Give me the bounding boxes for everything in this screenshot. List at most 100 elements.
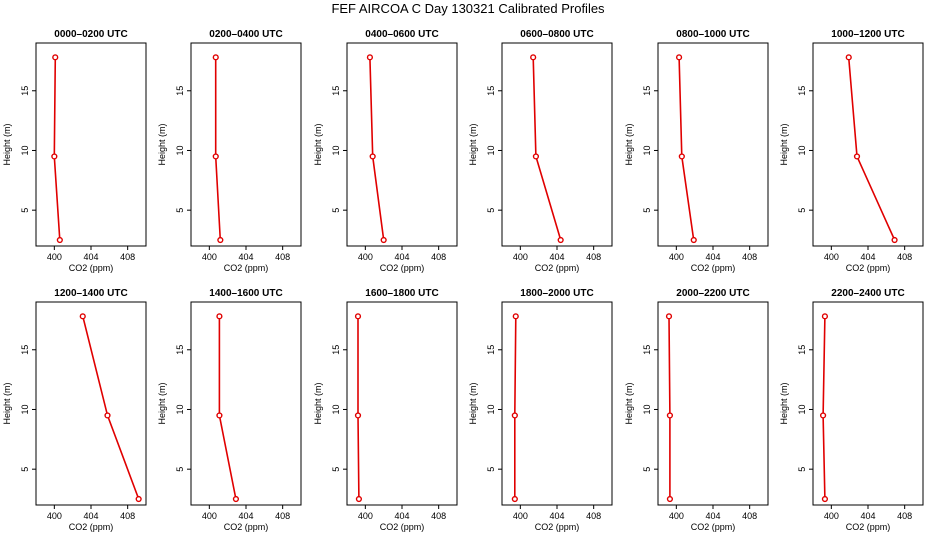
panel-3: 0400–0600 UTC 400 404 408 CO2 (ppm) 5 10 15 Heig… <box>313 29 458 273</box>
y-tick-label: 5 <box>331 467 341 472</box>
panel-frame <box>657 301 769 506</box>
x-tick-label: 400 <box>202 252 217 262</box>
x-tick-label: 400 <box>47 511 62 521</box>
data-point <box>678 153 685 160</box>
y-tick-label: 15 <box>486 86 496 96</box>
panel-4: 0600–0800 UTC 400 404 408 CO2 (ppm) 5 10 15 Heig… <box>468 29 613 273</box>
profile-line <box>532 57 562 241</box>
panel-title: 0200–0400 UTC <box>209 29 282 40</box>
data-point <box>380 236 387 244</box>
data-point <box>216 313 223 320</box>
panel-12: 2200–2400 UTC 400 404 408 CO2 (ppm) 5 10 15 Heig… <box>779 288 924 532</box>
y-axis-label: Height (m) <box>2 123 12 165</box>
y-tick-label: 5 <box>175 467 185 472</box>
data-point <box>675 54 683 61</box>
x-tick-label: 408 <box>586 252 601 262</box>
data-point <box>212 54 219 61</box>
y-tick-label: 5 <box>20 467 30 472</box>
y-tick-label: 15 <box>175 345 185 355</box>
y-axis-label: Height (m) <box>468 123 478 165</box>
profile-line <box>668 316 671 499</box>
y-tick-label: 15 <box>331 345 341 355</box>
x-axis-label: CO2 (ppm) <box>846 263 891 273</box>
x-tick-label: 400 <box>513 511 528 521</box>
y-axis-label: Height (m) <box>157 123 167 165</box>
y-tick-label: 15 <box>20 86 30 96</box>
x-tick-label: 408 <box>897 252 912 262</box>
x-tick-label: 400 <box>202 511 217 521</box>
y-axis-label: Height (m) <box>779 123 789 165</box>
data-point <box>216 412 223 419</box>
x-axis-label: CO2 (ppm) <box>69 263 114 273</box>
profile-line <box>218 316 237 500</box>
x-axis-label: CO2 (ppm) <box>535 263 580 273</box>
profile-line <box>678 57 695 241</box>
y-axis-label: Height (m) <box>313 123 323 165</box>
panel-frame <box>812 301 924 506</box>
y-tick-label: 15 <box>175 86 185 96</box>
profile-line <box>847 57 896 241</box>
y-axis-label: Height (m) <box>2 382 12 424</box>
y-tick-label: 15 <box>20 345 30 355</box>
data-point <box>532 153 540 160</box>
x-tick-label: 404 <box>394 511 409 521</box>
y-tick-label: 5 <box>486 208 496 213</box>
data-point <box>530 54 537 61</box>
profile-line <box>357 316 360 500</box>
data-point <box>369 153 376 160</box>
data-point <box>665 313 673 320</box>
panel-title: 1600–1800 UTC <box>365 288 438 299</box>
x-tick-label: 408 <box>742 511 757 521</box>
panel-title: 0000–0200 UTC <box>54 29 127 40</box>
x-tick-label: 404 <box>83 252 98 262</box>
data-point <box>511 495 518 503</box>
data-point <box>79 313 86 320</box>
x-axis-label: CO2 (ppm) <box>224 263 269 273</box>
x-tick-label: 400 <box>358 252 373 262</box>
panel-title: 1200–1400 UTC <box>54 288 127 299</box>
y-tick-label: 10 <box>20 145 30 155</box>
y-axis-label: Height (m) <box>624 123 634 165</box>
x-tick-label: 408 <box>431 252 446 262</box>
x-tick-label: 404 <box>549 252 564 262</box>
y-tick-label: 5 <box>486 467 496 472</box>
y-tick-label: 5 <box>175 208 185 213</box>
y-tick-label: 10 <box>486 145 496 155</box>
y-axis-label: Height (m) <box>624 382 634 424</box>
x-tick-label: 408 <box>120 511 135 521</box>
y-tick-label: 15 <box>642 345 652 355</box>
panel-frame <box>501 42 613 247</box>
x-tick-label: 400 <box>669 511 684 521</box>
data-point <box>354 412 362 419</box>
panel-frame <box>812 42 924 247</box>
data-point <box>51 153 58 160</box>
data-point <box>56 236 63 244</box>
y-axis-label: Height (m) <box>157 382 167 424</box>
panel-8: 1400–1600 UTC 400 404 408 CO2 (ppm) 5 10 15 Heig… <box>157 288 302 532</box>
y-tick-label: 10 <box>797 145 807 155</box>
y-tick-label: 5 <box>20 208 30 213</box>
data-point <box>853 153 861 160</box>
y-tick-label: 5 <box>642 467 652 472</box>
y-tick-label: 15 <box>331 86 341 96</box>
profile-line <box>822 316 826 500</box>
y-tick-label: 15 <box>642 86 652 96</box>
data-point <box>666 495 674 503</box>
x-tick-label: 404 <box>83 511 98 521</box>
y-axis-label: Height (m) <box>468 382 478 424</box>
y-tick-label: 5 <box>797 208 807 213</box>
x-axis-label: CO2 (ppm) <box>691 522 736 532</box>
data-point <box>666 412 674 419</box>
profile-line <box>53 57 61 241</box>
x-tick-label: 408 <box>120 252 135 262</box>
profile-line <box>214 57 222 241</box>
y-tick-label: 10 <box>642 404 652 414</box>
data-point <box>366 54 374 61</box>
panel-title: 0400–0600 UTC <box>365 29 438 40</box>
data-point <box>512 313 519 320</box>
y-tick-label: 10 <box>20 404 30 414</box>
x-tick-label: 404 <box>549 511 564 521</box>
data-point <box>104 412 111 419</box>
panel-title: 2000–2200 UTC <box>676 288 749 299</box>
panel-5: 0800–1000 UTC 400 404 408 CO2 (ppm) 5 10 15 Heig… <box>624 29 769 273</box>
